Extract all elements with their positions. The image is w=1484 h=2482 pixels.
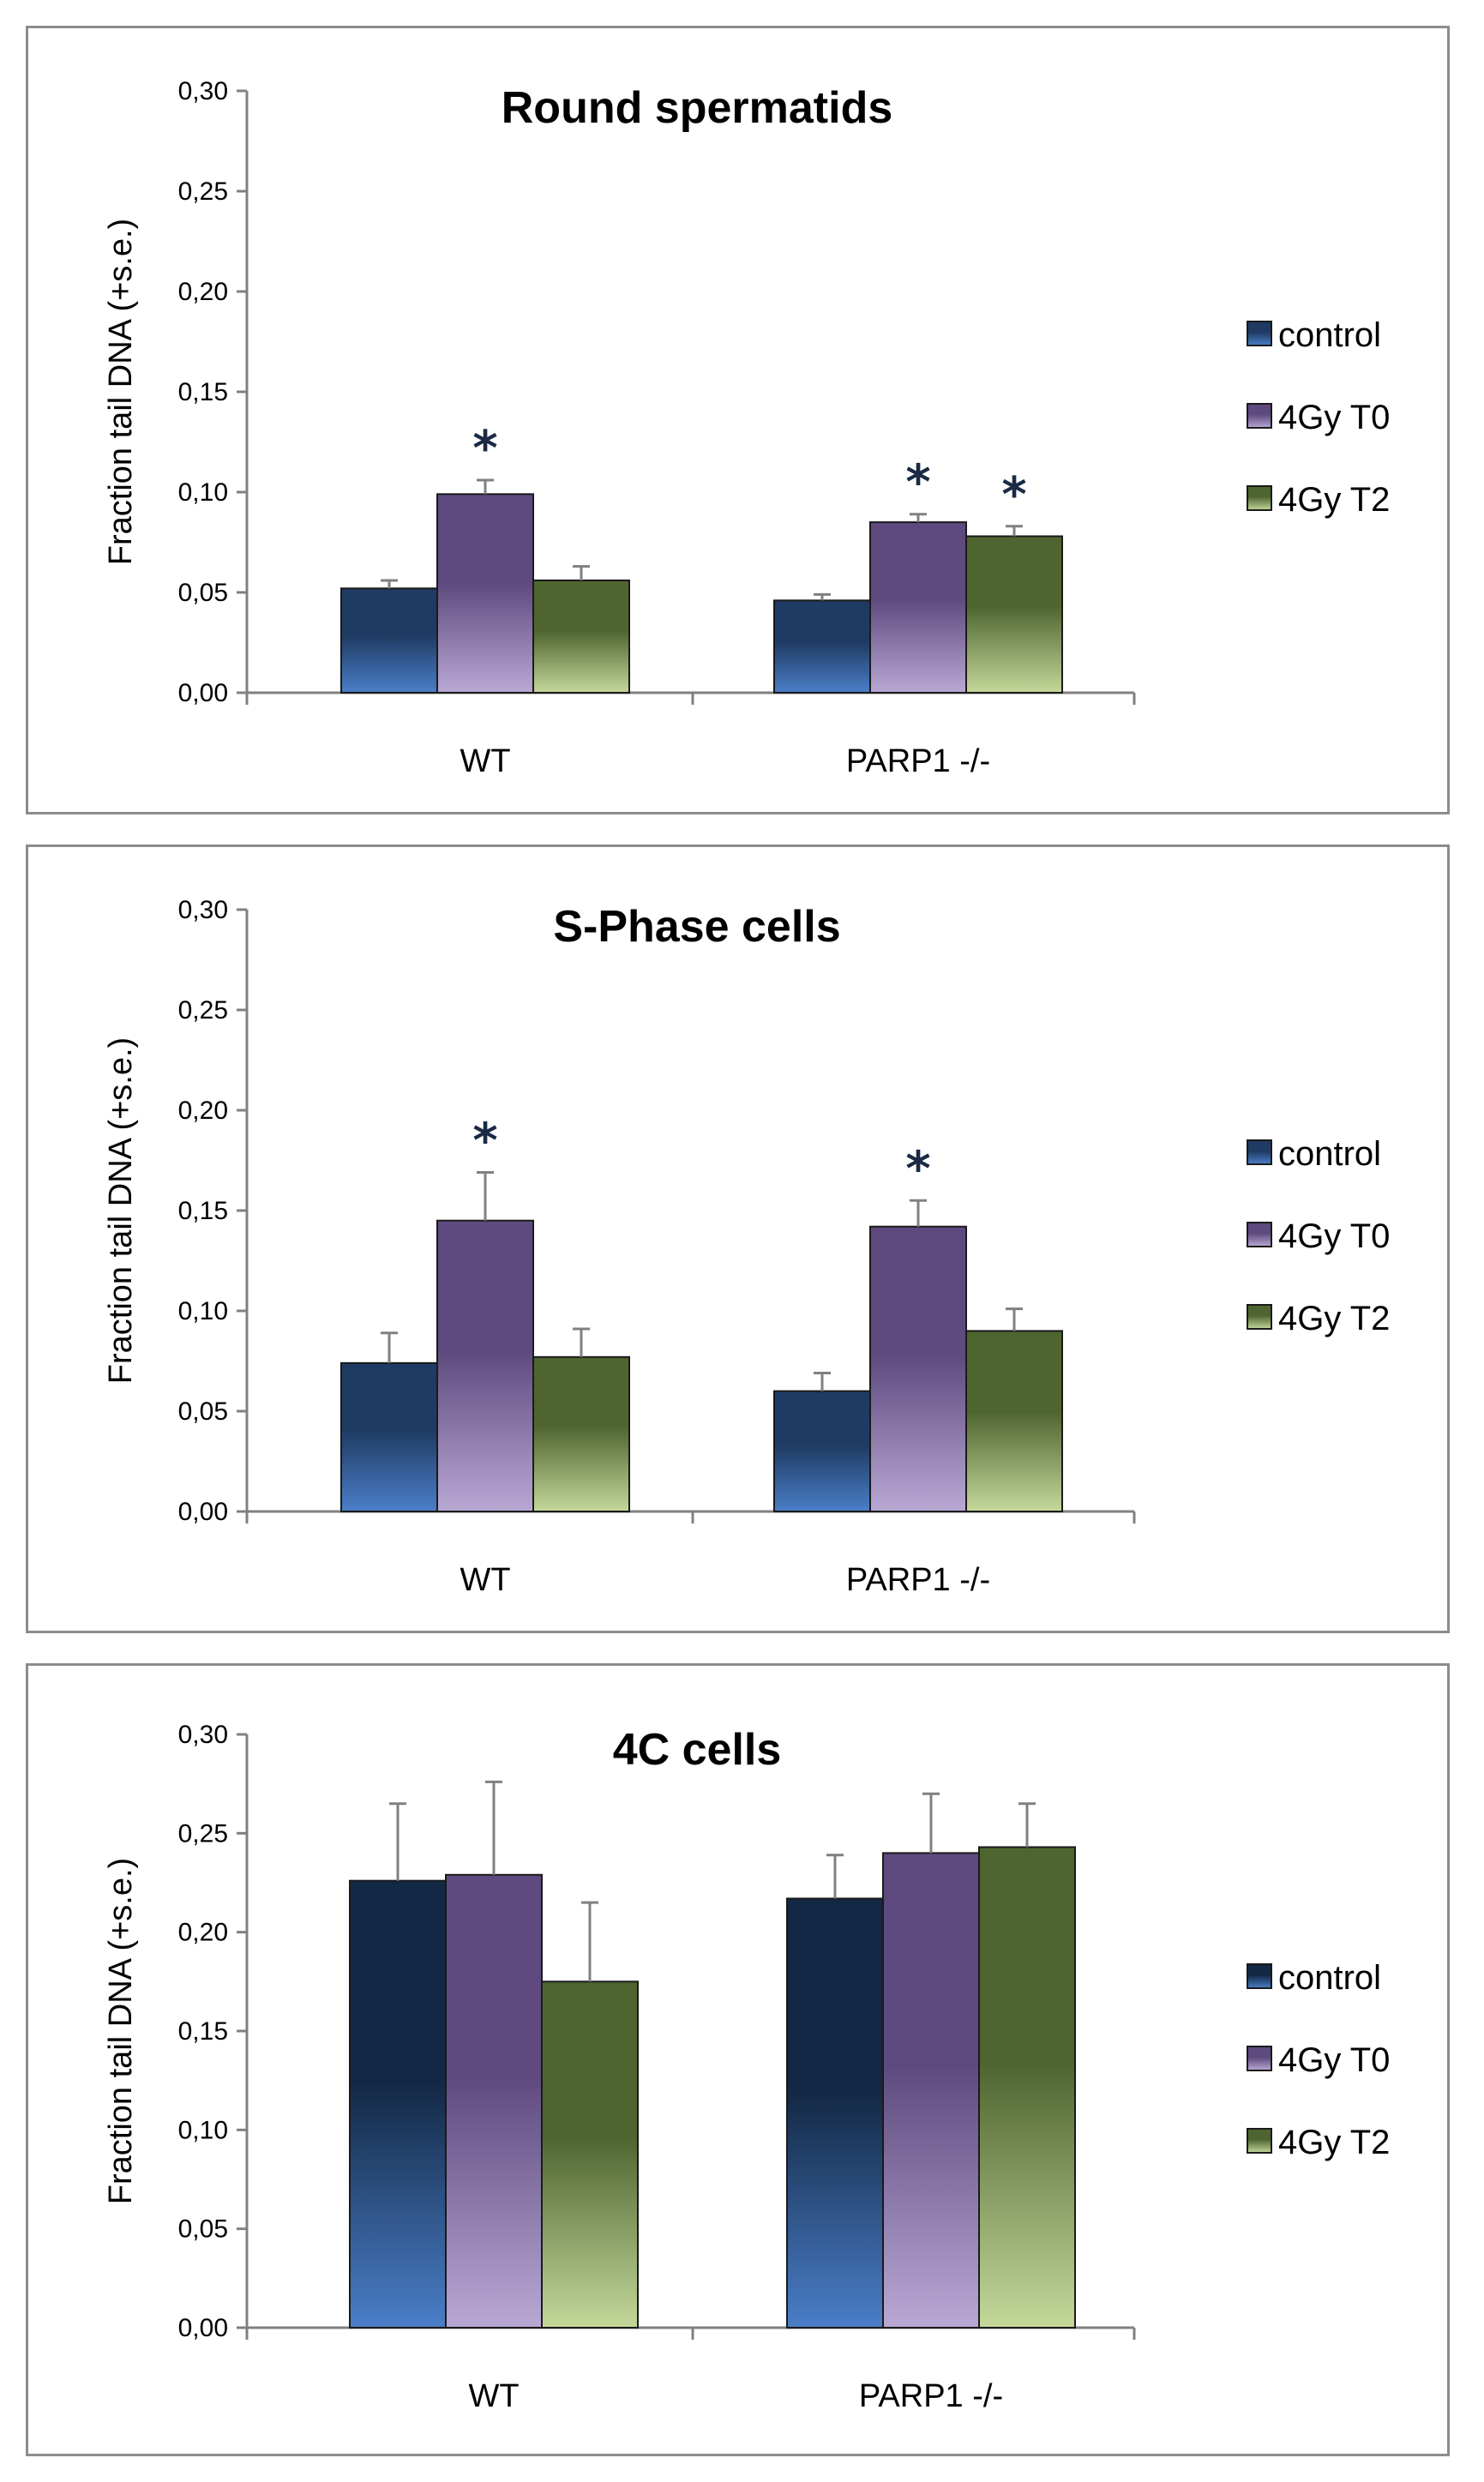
bar-4gy-t0-parp1 xyxy=(882,1852,980,2329)
legend-swatch-4gy-t0 xyxy=(1247,2046,1272,2071)
legend-swatch-4gy-t2 xyxy=(1247,485,1272,511)
significance-mark: * xyxy=(1001,467,1026,523)
4c-cells-chart: 4C cells Fraction tail DNA (+s.e.) 0,00 0,0… xyxy=(103,1721,1390,2414)
legend-label-4gy-t0: 4Gy T0 xyxy=(1278,399,1390,436)
chart-title: Round spermatids xyxy=(502,83,893,133)
legend-label-4gy-t2: 4Gy T2 xyxy=(1278,481,1390,519)
chart-title: 4C cells xyxy=(613,1725,782,1775)
bar-control-parp1 xyxy=(786,1897,884,2329)
bar-4gy-t2-wt xyxy=(532,579,630,694)
legend-swatch-4gy-t0 xyxy=(1247,403,1272,429)
chart-panel-s-phase-cells: S-Phase cells Fraction tail DNA (+s.e.) 0,… xyxy=(26,844,1450,1633)
y-tick-label: 0,30 xyxy=(178,1721,228,1749)
legend-swatch-4gy-t0 xyxy=(1247,1222,1272,1247)
chart-title: S-Phase cells xyxy=(553,902,840,952)
bar-4gy-t2-parp1 xyxy=(978,1846,1076,2329)
y-tick-label: 0,30 xyxy=(178,77,228,105)
s-phase-cells-chart: S-Phase cells Fraction tail DNA (+s.e.) 0,… xyxy=(103,896,1390,1598)
chart-panel-round-spermatids: Round spermatids Fraction tail DNA (+s.e.… xyxy=(26,26,1450,814)
y-tick-label: 0,10 xyxy=(178,1297,228,1325)
y-tick-label: 0,05 xyxy=(178,579,228,607)
legend-swatch-control xyxy=(1247,1963,1272,1989)
bar-control-wt xyxy=(340,1361,438,1513)
bar-control-wt xyxy=(349,1879,447,2329)
y-tick-label: 0,25 xyxy=(178,996,228,1025)
legend-label-control: control xyxy=(1278,1959,1381,1997)
bar-4gy-t0-wt xyxy=(436,1219,534,1512)
y-tick-label: 0,15 xyxy=(178,2017,228,2046)
bar-control-parp1 xyxy=(773,599,871,694)
x-tick-label-wt: WT xyxy=(460,743,510,779)
significance-mark: * xyxy=(472,1114,497,1169)
y-tick-label: 0,05 xyxy=(178,1397,228,1426)
y-tick-label: 0,10 xyxy=(178,478,228,507)
y-tick-label: 0,05 xyxy=(178,2215,228,2244)
y-tick-label: 0,25 xyxy=(178,1819,228,1848)
bar-4gy-t0-wt xyxy=(436,493,534,694)
bar-control-parp1 xyxy=(773,1390,871,1512)
legend-swatch-control xyxy=(1247,321,1272,346)
x-tick-label-parp1: PARP1 -/- xyxy=(859,2378,1003,2414)
x-tick-label-parp1: PARP1 -/- xyxy=(846,1562,990,1598)
y-tick-label: 0,10 xyxy=(178,2116,228,2144)
x-tick-label-wt: WT xyxy=(468,2378,519,2414)
y-tick-label: 0,20 xyxy=(178,1919,228,1947)
y-tick-label: 0,20 xyxy=(178,278,228,306)
legend-label-4gy-t2: 4Gy T2 xyxy=(1278,2124,1390,2161)
y-axis-label: Fraction tail DNA (+s.e.) xyxy=(103,1037,139,1384)
y-axis-label: Fraction tail DNA (+s.e.) xyxy=(103,1858,139,2204)
y-tick-label: 0,00 xyxy=(178,2314,228,2342)
y-axis-label: Fraction tail DNA (+s.e.) xyxy=(103,219,139,565)
x-tick-label-wt: WT xyxy=(460,1562,510,1598)
legend-label-4gy-t0: 4Gy T0 xyxy=(1278,1217,1390,1255)
significance-mark: * xyxy=(905,455,930,511)
y-tick-label: 0,00 xyxy=(178,1498,228,1526)
round-spermatids-chart: Round spermatids Fraction tail DNA (+s.e.… xyxy=(103,77,1390,779)
bar-4gy-t0-parp1 xyxy=(869,521,967,694)
significance-mark: * xyxy=(905,1141,930,1197)
chart-panel-4c-cells: 4C cells Fraction tail DNA (+s.e.) 0,00 0,0… xyxy=(26,1663,1450,2456)
legend-label-4gy-t0: 4Gy T0 xyxy=(1278,2041,1390,2079)
bar-4gy-t2-wt xyxy=(532,1355,630,1512)
y-tick-label: 0,00 xyxy=(178,679,228,707)
bar-control-wt xyxy=(340,587,438,694)
bar-4gy-t0-wt xyxy=(445,1873,543,2329)
legend-label-control: control xyxy=(1278,1135,1381,1173)
y-tick-label: 0,20 xyxy=(178,1097,228,1125)
legend-swatch-4gy-t2 xyxy=(1247,2128,1272,2154)
legend-swatch-4gy-t2 xyxy=(1247,1304,1272,1330)
bar-4gy-t2-parp1 xyxy=(965,1330,1063,1513)
bar-4gy-t0-parp1 xyxy=(869,1225,967,1512)
bar-4gy-t2-parp1 xyxy=(965,535,1063,694)
y-tick-label: 0,30 xyxy=(178,896,228,924)
y-tick-label: 0,25 xyxy=(178,177,228,206)
y-tick-label: 0,15 xyxy=(178,378,228,406)
legend-label-4gy-t2: 4Gy T2 xyxy=(1278,1300,1390,1337)
legend-label-control: control xyxy=(1278,316,1381,354)
legend-swatch-control xyxy=(1247,1139,1272,1165)
y-tick-label: 0,15 xyxy=(178,1197,228,1225)
x-tick-label-parp1: PARP1 -/- xyxy=(846,743,990,779)
bar-4gy-t2-wt xyxy=(541,1980,639,2329)
significance-mark: * xyxy=(472,421,497,477)
